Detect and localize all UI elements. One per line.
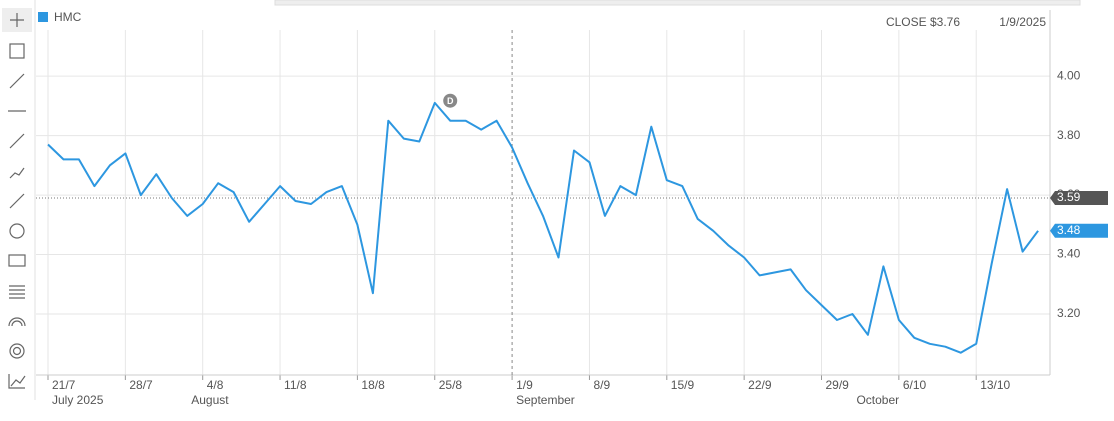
x-tick-label: 8/9 — [593, 378, 610, 392]
close-info: CLOSE $3.76 — [886, 15, 960, 29]
month-label: August — [191, 393, 229, 407]
tool-ray[interactable] — [9, 133, 25, 149]
y-tick-label: 3.20 — [1057, 306, 1081, 320]
price-line — [47, 101, 1039, 354]
month-label: October — [856, 393, 899, 407]
price-box — [1050, 191, 1108, 206]
x-tick-label: 13/10 — [980, 378, 1010, 392]
x-tick-label: 18/8 — [361, 378, 385, 392]
y-tick-label: 3.80 — [1057, 128, 1081, 142]
tool-fib[interactable] — [9, 285, 25, 299]
x-tick-label: 29/9 — [826, 378, 850, 392]
date-info: 1/9/2025 — [999, 15, 1046, 29]
legend-swatch — [38, 12, 48, 22]
x-tick-label: 1/9 — [516, 378, 533, 392]
x-tick-label: 25/8 — [439, 378, 463, 392]
x-tick-label: 6/10 — [903, 378, 927, 392]
tool-arc[interactable] — [8, 317, 26, 327]
top-bar — [274, 0, 1081, 6]
tool-path[interactable] — [9, 167, 25, 179]
tool-arrow[interactable] — [9, 193, 25, 209]
y-tick-label: 3.40 — [1057, 247, 1081, 261]
price-box — [1050, 223, 1108, 238]
legend-label: HMC — [54, 10, 82, 24]
x-tick-label: 11/8 — [284, 378, 307, 392]
x-tick-label: 4/8 — [207, 378, 224, 392]
tool-crosshair[interactable] — [10, 13, 24, 27]
tool-target-inner[interactable] — [12, 346, 22, 356]
tool-rect[interactable] — [8, 254, 26, 267]
price-box-label: 3.59 — [1057, 190, 1081, 204]
annotation-label: D — [447, 96, 454, 106]
x-tick-label: 21/7 — [52, 378, 76, 392]
tool-chart[interactable] — [8, 374, 26, 389]
toolbar — [2, 8, 32, 389]
tool-trendline[interactable] — [9, 73, 25, 89]
month-label: July 2025 — [52, 393, 104, 407]
y-tick-label: 4.00 — [1057, 68, 1081, 82]
tool-text[interactable] — [9, 43, 25, 59]
tool-target[interactable] — [9, 343, 25, 359]
x-tick-label: 15/9 — [671, 378, 695, 392]
x-tick-label: 28/7 — [129, 378, 153, 392]
annotation-badge — [443, 93, 458, 108]
tool-circle[interactable] — [9, 223, 25, 239]
month-label: September — [516, 393, 575, 407]
x-tick-label: 22/9 — [748, 378, 772, 392]
price-box-label: 3.48 — [1057, 223, 1081, 237]
